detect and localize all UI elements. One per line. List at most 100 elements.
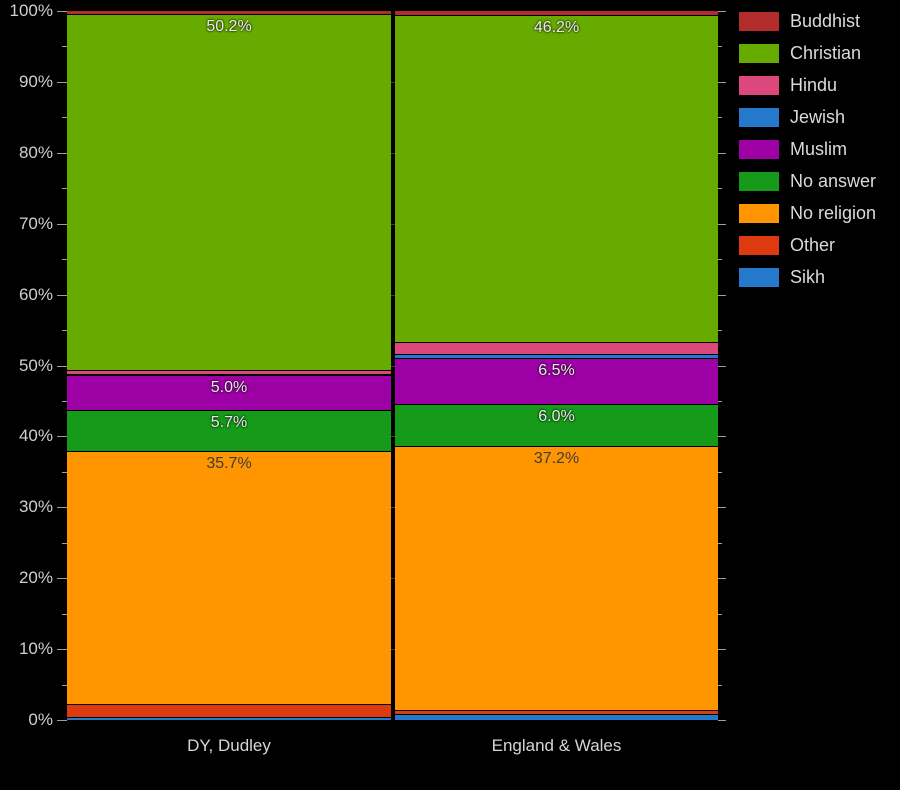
legend-item-buddhist[interactable]: Buddhist	[739, 12, 876, 31]
y-tick-left	[57, 366, 67, 367]
y-axis-label-100: 100%	[9, 1, 53, 20]
gridline	[67, 224, 718, 225]
y-tick-right	[718, 11, 726, 12]
y-axis-label-10: 10%	[18, 639, 53, 658]
y-tick-left	[62, 543, 67, 544]
legend-label-no-answer: No answer	[790, 171, 877, 191]
x-axis-label-england-wales: England & Wales	[491, 736, 622, 755]
y-tick-right	[718, 188, 722, 189]
segment-dy-dudley-other[interactable]	[67, 703, 391, 718]
segment-dy-dudley-muslim[interactable]: 5.0%	[67, 374, 391, 411]
segment-england-wales-muslim[interactable]: 6.5%	[395, 357, 718, 404]
segment-england-wales-no-answer[interactable]: 6.0%	[395, 403, 718, 447]
y-tick-right	[718, 224, 726, 225]
legend-item-no-answer[interactable]: No answer	[739, 172, 876, 191]
gridline	[67, 295, 718, 296]
legend-swatch-other	[739, 236, 779, 255]
y-tick-left	[57, 11, 67, 12]
legend-label-sikh: Sikh	[790, 267, 826, 287]
segment-england-wales-jewish[interactable]	[395, 354, 718, 358]
y-tick-right	[718, 401, 722, 402]
y-tick-right	[718, 649, 726, 650]
y-axis-label-80: 80%	[18, 143, 53, 162]
data-label-no-religion: 37.2%	[533, 450, 580, 468]
y-tick-left	[62, 46, 67, 47]
legend-swatch-muslim	[739, 140, 779, 159]
y-axis-label-70: 70%	[18, 214, 53, 233]
y-tick-right	[718, 507, 726, 508]
legend-label-buddhist: Buddhist	[790, 11, 861, 31]
y-axis-label-50: 50%	[18, 356, 53, 375]
plot-area: 50.2% 5.0% 5.7% 35.7% 46.2% 6.5% 6.0% 37.2%	[67, 11, 718, 720]
y-tick-left	[57, 507, 67, 508]
segment-england-wales-hindu[interactable]	[395, 342, 718, 355]
legend-item-muslim[interactable]: Muslim	[739, 140, 876, 159]
y-tick-right	[718, 472, 722, 473]
y-tick-right	[718, 82, 726, 83]
y-tick-left	[62, 685, 67, 686]
y-tick-right	[718, 720, 726, 721]
y-axis-label-30: 30%	[18, 497, 53, 516]
segment-dy-dudley-hindu[interactable]	[67, 369, 391, 374]
legend-label-hindu: Hindu	[790, 75, 838, 95]
data-label-christian: 50.2%	[206, 17, 252, 35]
segment-dy-dudley-no-religion[interactable]: 35.7%	[67, 450, 391, 704]
data-label-no-answer: 6.0%	[538, 407, 575, 425]
data-label-christian: 46.2%	[533, 18, 580, 36]
y-tick-right	[718, 295, 726, 296]
y-tick-left	[62, 401, 67, 402]
legend-label-christian: Christian	[790, 43, 862, 63]
y-tick-left	[62, 259, 67, 260]
legend-swatch-buddhist	[739, 12, 779, 31]
y-tick-left	[57, 153, 67, 154]
y-tick-right	[718, 259, 722, 260]
gridline	[67, 507, 718, 508]
y-tick-left	[62, 330, 67, 331]
data-label-muslim: 6.5%	[538, 361, 575, 379]
y-tick-left	[57, 82, 67, 83]
segment-england-wales-sikh[interactable]	[395, 714, 718, 720]
legend-swatch-christian	[739, 44, 779, 63]
gridline	[67, 82, 718, 83]
y-axis-label-20: 20%	[18, 568, 53, 587]
segment-england-wales-buddhist[interactable]	[395, 11, 718, 15]
y-tick-right	[718, 46, 722, 47]
segment-dy-dudley-jewish[interactable]	[67, 373, 391, 375]
legend-item-sikh[interactable]: Sikh	[739, 268, 876, 287]
y-axis-label-40: 40%	[18, 426, 53, 445]
gridline	[67, 649, 718, 650]
legend-swatch-jewish	[739, 108, 779, 127]
y-tick-left	[57, 224, 67, 225]
segment-dy-dudley-buddhist[interactable]	[67, 11, 391, 14]
y-tick-right	[718, 543, 722, 544]
segment-dy-dudley-sikh[interactable]	[67, 717, 391, 720]
legend-item-other[interactable]: Other	[739, 236, 876, 255]
segment-england-wales-other[interactable]	[395, 710, 718, 715]
legend-swatch-no-religion	[739, 204, 779, 223]
data-label-no-religion: 35.7%	[206, 454, 252, 472]
legend-item-jewish[interactable]: Jewish	[739, 108, 876, 127]
bar-england-wales: 46.2% 6.5% 6.0% 37.2%	[395, 11, 718, 720]
legend: Buddhist Christian Hindu Jewish Muslim No ans…	[739, 12, 876, 300]
legend-label-muslim: Muslim	[790, 139, 847, 159]
y-tick-left	[57, 720, 67, 721]
segment-dy-dudley-no-answer[interactable]: 5.7%	[67, 410, 391, 451]
legend-item-christian[interactable]: Christian	[739, 44, 876, 63]
gridline	[67, 366, 718, 367]
segment-england-wales-no-religion[interactable]: 37.2%	[395, 446, 718, 711]
segment-england-wales-christian[interactable]: 46.2%	[395, 14, 718, 343]
segment-dy-dudley-christian[interactable]: 50.2%	[67, 13, 391, 370]
y-tick-right	[718, 578, 726, 579]
legend-label-jewish: Jewish	[790, 107, 846, 127]
gridline	[67, 436, 718, 437]
y-axis: 0% 10% 20% 30% 40% 50% 60% 70% 80% 90% 100%	[0, 0, 57, 790]
legend-swatch-hindu	[739, 76, 779, 95]
y-tick-right	[718, 685, 722, 686]
legend-item-hindu[interactable]: Hindu	[739, 76, 876, 95]
legend-item-no-religion[interactable]: No religion	[739, 204, 876, 223]
y-tick-right	[718, 614, 722, 615]
y-tick-right	[718, 366, 726, 367]
y-tick-left	[62, 614, 67, 615]
legend-label-no-religion: No religion	[790, 203, 877, 223]
y-tick-right	[718, 436, 726, 437]
